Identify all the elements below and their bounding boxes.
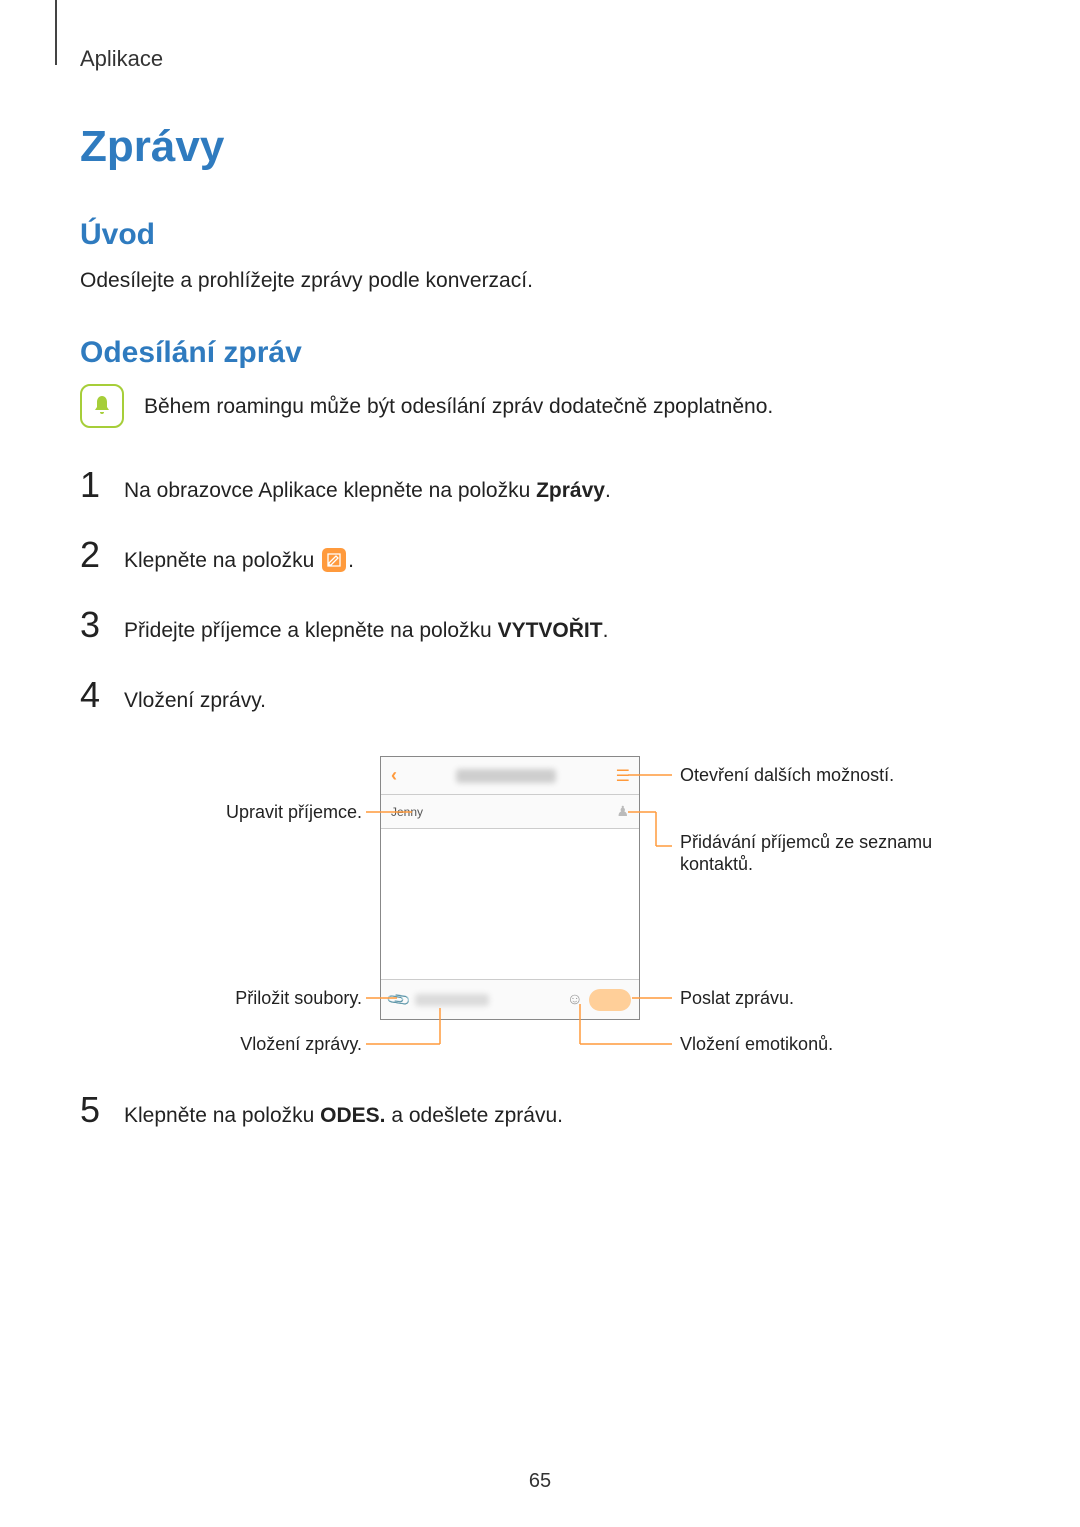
callout-enter-emoji: Vložení emotikonů. [680,1034,833,1054]
note-text: Během roamingu může být odesílání zpráv … [144,384,773,422]
text: Klepněte na položku [124,549,320,572]
document-page: Aplikace Zprávy Úvod Odesílejte a prohlí… [0,0,1080,1527]
section-heading-intro: Úvod [80,218,1000,252]
message-input[interactable] [415,994,489,1006]
breadcrumb: Aplikace [80,46,1000,72]
callout-add-contacts-l1: Přidávání příjemců ze seznamu [680,832,932,852]
step-4: 4 Vložení zprávy. [80,674,1000,716]
diagram-svg: ‹ ☰ Jenny ♟ 📎 ☺ [80,736,1000,1056]
phone-mockup: ‹ ☰ Jenny ♟ 📎 ☺ [380,756,640,1020]
title-blur [456,769,556,783]
steps-list-cont: 5 Klepněte na položku ODES. a odešlete z… [80,1089,1000,1131]
step-number: 5 [80,1089,106,1131]
text: . [348,549,354,572]
recipient-row: Jenny ♟ [381,795,639,829]
steps-list: 1 Na obrazovce Aplikace klepněte na polo… [80,464,1000,716]
step-2: 2 Klepněte na položku . [80,534,1000,576]
callout-edit-recipients: Upravit příjemce. [226,802,362,822]
step-3: 3 Přidejte příjemce a klepněte na položk… [80,604,1000,646]
text-bold: Zprávy [536,479,605,502]
page-title: Zprávy [80,122,1000,172]
text: . [605,479,611,502]
callout-attach-files: Přiložit soubory. [235,988,362,1008]
step-number: 2 [80,534,106,576]
input-row: 📎 ☺ [381,979,639,1019]
step-number: 4 [80,674,106,716]
note-bell-icon [80,384,124,428]
callout-add-contacts-l2: kontaktů. [680,854,753,874]
step-text: Klepněte na položku . [124,549,354,573]
back-icon[interactable]: ‹ [391,765,397,786]
text-bold: ODES. [320,1104,385,1127]
step-1: 1 Na obrazovce Aplikace klepněte na polo… [80,464,1000,506]
callout-open-more: Otevření dalších možností. [680,765,894,785]
send-button[interactable] [589,989,631,1011]
message-body [381,829,639,979]
step-text: Na obrazovce Aplikace klepněte na položk… [124,479,611,503]
contact-icon[interactable]: ♟ [616,803,629,820]
text: . [603,619,609,642]
step-number: 1 [80,464,106,506]
section-heading-sending: Odesílání zpráv [80,336,1000,370]
attach-icon[interactable]: 📎 [385,986,413,1014]
intro-text: Odesílejte a prohlížejte zprávy podle ko… [80,266,1000,296]
callout-enter-message-left: Vložení zprávy. [240,1034,362,1054]
phone-diagram: ‹ ☰ Jenny ♟ 📎 ☺ [80,736,1000,1061]
text-bold: VYTVOŘIT [498,619,603,642]
step-text: Vložení zprávy. [124,689,266,713]
text: Na obrazovce Aplikace klepněte na položk… [124,479,536,502]
text: a odešlete zprávu. [386,1104,563,1127]
text: Klepněte na položku [124,1104,320,1127]
phone-header: ‹ ☰ [381,757,639,795]
header-rule [55,0,57,65]
bell-icon [90,394,114,418]
note-row: Během roamingu může být odesílání zpráv … [80,384,1000,428]
page-number: 65 [0,1470,1080,1493]
step-number: 3 [80,604,106,646]
step-5: 5 Klepněte na položku ODES. a odešlete z… [80,1089,1000,1131]
text: Přidejte příjemce a klepněte na položku [124,619,498,642]
step-text: Přidejte příjemce a klepněte na položku … [124,619,608,643]
callout-send: Poslat zprávu. [680,988,794,1008]
more-menu-icon[interactable]: ☰ [616,766,629,786]
step-text: Klepněte na položku ODES. a odešlete zpr… [124,1104,563,1128]
compose-icon [322,548,346,572]
